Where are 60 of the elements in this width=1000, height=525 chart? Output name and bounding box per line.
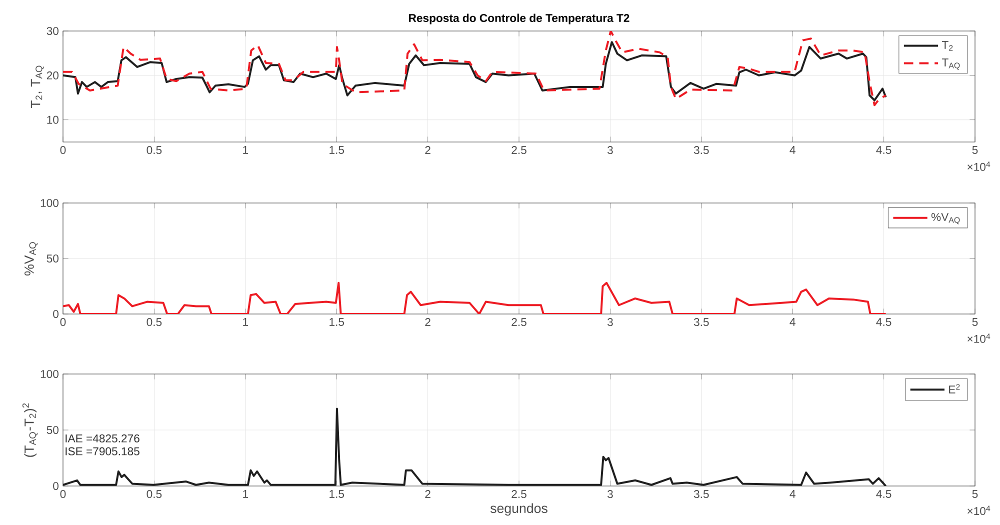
x-tick-label: 4 <box>790 490 796 498</box>
x-tick-label: 3.5 <box>694 146 709 154</box>
text: ×10$^{4}$ <box>968 506 990 516</box>
y-tick-label: 30 <box>46 26 59 36</box>
x-tick-label: 0 <box>60 146 66 154</box>
y-tick-label: 10 <box>47 116 59 124</box>
x-tick-label: 0.5 <box>146 318 162 326</box>
annotation: ISE =7905.185 <box>66 447 140 456</box>
annotation: IAE =4825.276 <box>66 434 140 442</box>
x-tick-label: 5 <box>972 146 978 154</box>
text: ×10$^{4}$ <box>968 334 990 343</box>
line-series <box>63 41 887 102</box>
x-tick-label: 1.5 <box>330 490 344 498</box>
x-tick-label: 2 <box>425 490 430 498</box>
legend-label: %V$_{AQ}$ <box>931 213 960 224</box>
legend-label: E$^{2}$ <box>949 384 960 394</box>
x-tick-label: 2 <box>425 318 430 326</box>
x-tick-label: 1 <box>243 490 248 498</box>
x-tick-label: 2.5 <box>512 318 526 326</box>
legend-label: T$_{2}$ <box>942 41 953 51</box>
x-tick-label: 2 <box>425 146 430 154</box>
y-tick-label: 50 <box>46 254 59 263</box>
x-tick-label: 4.5 <box>876 490 892 498</box>
x-tick-label: 4 <box>790 318 796 326</box>
y-axis-title: T$_{2}$, T$_{AQ}$ <box>30 66 44 108</box>
x-axis-title: segundos <box>490 503 548 516</box>
x-tick-label: 4.5 <box>876 146 892 154</box>
x-tick-label: 3 <box>607 318 613 326</box>
chart-title: Resposta do Controle de Temperatura T2 <box>409 14 630 24</box>
x-tick-label: 5 <box>972 490 978 498</box>
y-tick-label: 100 <box>40 198 59 208</box>
x-tick-label: 3.5 <box>694 490 709 498</box>
text: ×10$^{4}$ <box>968 162 990 171</box>
legend-label: T$_{AQ}$ <box>942 58 960 70</box>
x-tick-label: 0.5 <box>146 146 162 154</box>
y-axis-title: %V$_{AQ}$ <box>24 242 38 276</box>
y-axis-title: (T$_{AQ}$-T$_{2}$)$^{2}$ <box>22 403 38 457</box>
x-tick-label: 5 <box>972 318 978 326</box>
x-tick-label: 0 <box>60 318 66 326</box>
y-tick-label: 20 <box>46 71 59 80</box>
line-series <box>63 30 887 106</box>
x-tick-label: 3 <box>607 490 613 498</box>
line-series <box>63 282 887 314</box>
x-tick-label: 0 <box>60 490 66 498</box>
x-tick-label: 2.5 <box>512 490 526 498</box>
y-tick-label: 50 <box>46 426 59 434</box>
x-tick-label: 1.5 <box>330 146 344 154</box>
x-tick-label: 3.5 <box>694 318 709 326</box>
x-tick-label: 1.5 <box>330 318 344 326</box>
y-tick-label: 0 <box>53 310 59 318</box>
y-tick-label: 100 <box>40 370 59 378</box>
x-tick-label: 4.5 <box>876 318 892 326</box>
x-tick-label: 4 <box>790 146 796 154</box>
line-series <box>63 408 887 486</box>
y-tick-label: 0 <box>53 482 59 490</box>
x-tick-label: 1 <box>243 318 248 326</box>
x-tick-label: 2.5 <box>512 146 526 154</box>
x-tick-label: 3 <box>607 146 613 154</box>
x-tick-label: 0.5 <box>146 490 162 498</box>
x-tick-label: 1 <box>243 146 248 154</box>
